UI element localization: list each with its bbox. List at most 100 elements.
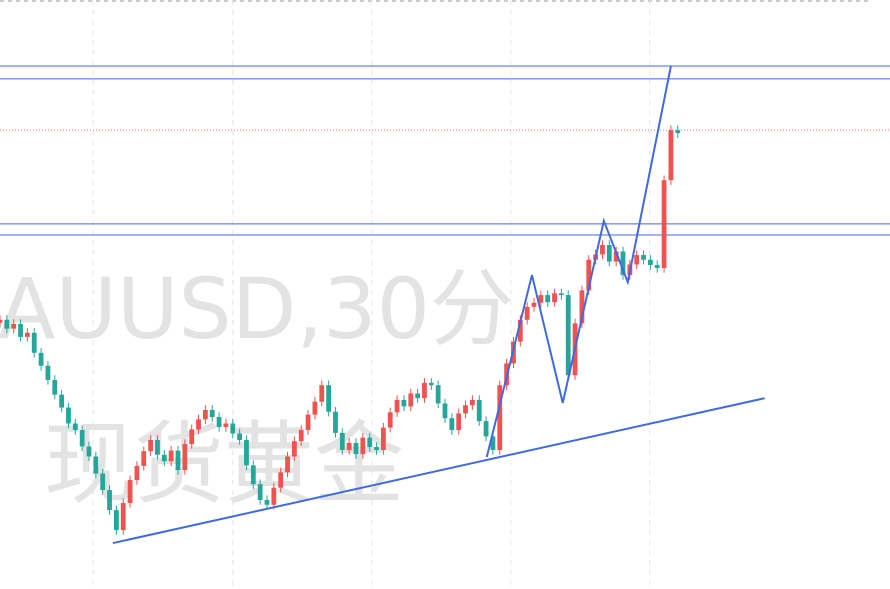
candle-body bbox=[4, 319, 10, 329]
candle-body bbox=[155, 439, 160, 455]
candle-body bbox=[161, 454, 167, 462]
candle-body bbox=[483, 421, 489, 437]
candle-body bbox=[271, 487, 277, 505]
candle-body bbox=[517, 319, 523, 342]
candle-body bbox=[456, 413, 462, 430]
candle-body bbox=[401, 399, 407, 407]
candle-body bbox=[367, 437, 373, 448]
candle-body bbox=[531, 302, 537, 307]
candle-body bbox=[285, 456, 290, 473]
candle-body bbox=[469, 399, 475, 406]
candle-body bbox=[565, 295, 571, 376]
candle-body bbox=[202, 409, 208, 420]
candle-body bbox=[18, 323, 23, 337]
candle-body bbox=[291, 441, 297, 457]
candle-body bbox=[127, 480, 133, 504]
trend-line bbox=[112, 397, 765, 545]
candle-body bbox=[463, 405, 468, 414]
candle-body bbox=[244, 439, 249, 466]
candle-body bbox=[319, 385, 325, 402]
candle-body bbox=[257, 484, 263, 501]
candle-body bbox=[428, 382, 434, 386]
candle-body bbox=[353, 442, 359, 455]
candle-body bbox=[435, 385, 441, 404]
candle-body bbox=[209, 409, 215, 418]
candle-body bbox=[134, 465, 140, 481]
candle-body bbox=[586, 259, 592, 291]
candle-body bbox=[120, 503, 126, 531]
candle-body bbox=[641, 255, 646, 260]
candle-body bbox=[326, 385, 332, 412]
candle-body bbox=[360, 437, 366, 455]
candle-body bbox=[148, 439, 154, 452]
watermark-symbol: AUUSD,30分 bbox=[0, 260, 514, 358]
candle-body bbox=[31, 332, 37, 353]
candle-body bbox=[647, 259, 653, 266]
candle-body bbox=[620, 251, 626, 276]
candle-body bbox=[278, 472, 284, 488]
candle-body bbox=[490, 436, 496, 450]
candle-body bbox=[182, 444, 188, 471]
candle-body bbox=[675, 130, 681, 134]
candle-body bbox=[634, 255, 640, 265]
candle-body bbox=[79, 429, 85, 447]
candle-body bbox=[600, 245, 605, 255]
candle-body bbox=[408, 393, 414, 407]
candle-body bbox=[422, 382, 427, 399]
candle-body bbox=[107, 490, 112, 511]
candle-body bbox=[606, 245, 612, 262]
candle-body bbox=[524, 306, 530, 320]
candle-body bbox=[538, 295, 544, 303]
candle-body bbox=[141, 451, 147, 466]
candle-body bbox=[38, 352, 44, 366]
candle-body bbox=[0, 319, 3, 323]
candle-body bbox=[579, 290, 585, 324]
candle-body bbox=[223, 423, 229, 428]
candle-body bbox=[86, 446, 92, 457]
candle-body bbox=[59, 394, 65, 408]
candle-body bbox=[100, 473, 106, 491]
candle-body bbox=[339, 432, 345, 450]
candle-body bbox=[312, 401, 318, 415]
candle-body bbox=[250, 465, 256, 485]
candle-body bbox=[72, 423, 78, 430]
candle-body bbox=[52, 379, 58, 395]
candle-body bbox=[298, 429, 304, 442]
candle-body bbox=[24, 332, 30, 337]
candle-body bbox=[442, 403, 448, 419]
candle-body bbox=[449, 418, 455, 430]
candle-body bbox=[387, 412, 393, 428]
candle-body bbox=[374, 447, 379, 450]
candle-body bbox=[196, 419, 201, 430]
candle-body bbox=[333, 411, 338, 433]
zigzag-line bbox=[485, 65, 672, 458]
candle-body bbox=[189, 429, 195, 445]
candle-body bbox=[394, 399, 400, 413]
candle-body bbox=[654, 265, 660, 268]
candle-body bbox=[66, 407, 71, 424]
candle-body bbox=[476, 399, 482, 422]
candle-body bbox=[93, 456, 99, 474]
watermark-name: 现货黄金 bbox=[44, 412, 404, 517]
candle-body bbox=[558, 293, 564, 296]
candle-body bbox=[380, 427, 386, 450]
candle-body bbox=[237, 433, 243, 440]
candle-body bbox=[613, 251, 619, 262]
candle-body bbox=[264, 500, 270, 505]
candle-body bbox=[168, 450, 174, 462]
candle-body bbox=[45, 365, 51, 380]
candle-body bbox=[552, 293, 557, 303]
candle-body bbox=[113, 510, 119, 531]
candle-body bbox=[305, 414, 311, 430]
candle-body bbox=[216, 417, 222, 428]
candle-body bbox=[230, 423, 236, 434]
candle-body bbox=[346, 442, 352, 450]
candle-body bbox=[175, 450, 181, 471]
candle-body bbox=[11, 323, 17, 329]
candle-body bbox=[668, 130, 674, 181]
candle-body bbox=[415, 393, 421, 399]
candle-body bbox=[661, 180, 667, 268]
candle-body bbox=[497, 385, 503, 450]
candle-body bbox=[545, 295, 551, 303]
